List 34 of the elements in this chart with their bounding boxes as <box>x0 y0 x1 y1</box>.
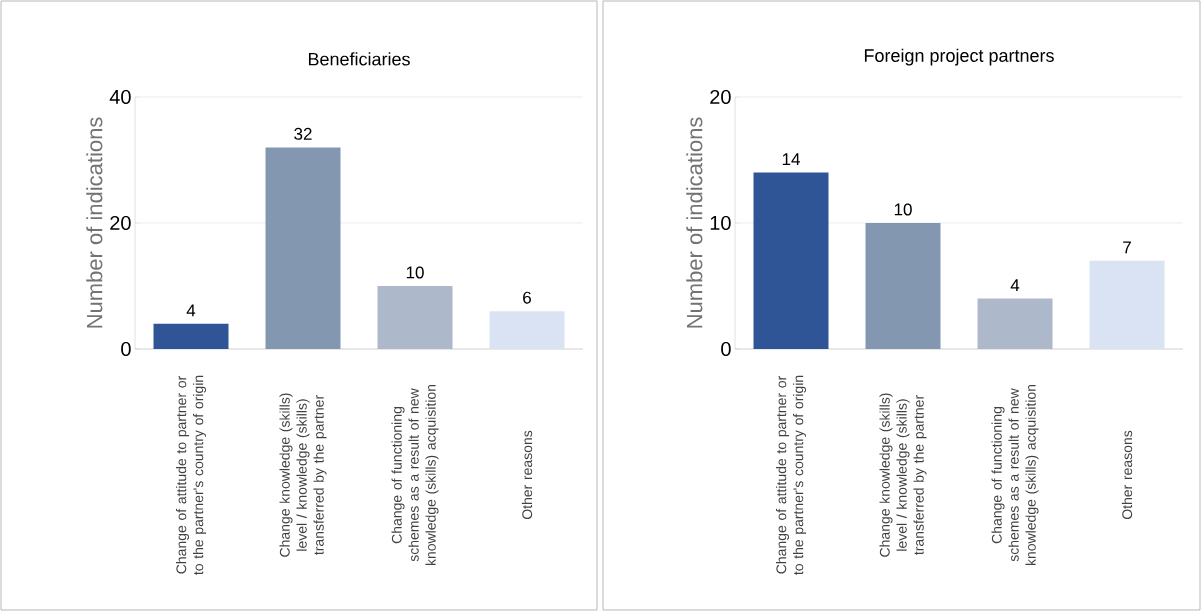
bar <box>977 298 1053 349</box>
x-tick-label: Change of functioning schemes as a result of new knowledge (skills) acquisition <box>391 384 439 566</box>
data-label: 10 <box>894 203 912 216</box>
data-label: 14 <box>782 153 800 166</box>
bar <box>753 172 829 349</box>
data-label: 32 <box>294 127 312 140</box>
data-label: 4 <box>186 304 196 317</box>
bar <box>265 147 341 349</box>
chart-title: Beneficiaries <box>308 52 410 66</box>
x-tick-label: Change of attitude to partner or to the partner's country of origin <box>775 375 807 575</box>
y-tick-label: 10 <box>710 215 731 231</box>
data-label: 7 <box>1123 241 1131 254</box>
bar <box>865 222 941 349</box>
x-tick-label: Change knowledge (skills) level / knowledge (skills) transferred by the partner <box>279 393 327 557</box>
bar <box>1089 260 1165 349</box>
chart-title: Foreign project partners <box>864 48 1054 66</box>
x-tick-label: Other reasons <box>1121 430 1133 520</box>
x-tick-label: Other reasons <box>521 430 533 520</box>
x-tick-label: Change knowledge (skills) level / knowledge (skills) transferred by the partner <box>879 393 927 557</box>
y-axis-title: Number of indications <box>86 117 103 328</box>
bar <box>153 323 229 349</box>
bar <box>377 285 453 349</box>
y-tick-label: 0 <box>121 341 131 357</box>
data-label: 4 <box>1010 279 1020 292</box>
y-tick-label: 0 <box>721 341 731 357</box>
y-tick-label: 20 <box>110 215 131 231</box>
y-tick-label: 40 <box>109 89 131 105</box>
y-axis-title: Number of indications <box>686 117 703 328</box>
data-label: 6 <box>523 291 531 304</box>
data-label: 10 <box>406 266 424 279</box>
bar <box>489 311 565 349</box>
x-tick-label: Change of functioning schemes as a result of new knowledge (skills) acquisition <box>991 384 1039 566</box>
x-tick-label: Change of attitude to partner or to the partner's country of origin <box>175 375 207 575</box>
y-tick-label: 20 <box>710 89 731 105</box>
